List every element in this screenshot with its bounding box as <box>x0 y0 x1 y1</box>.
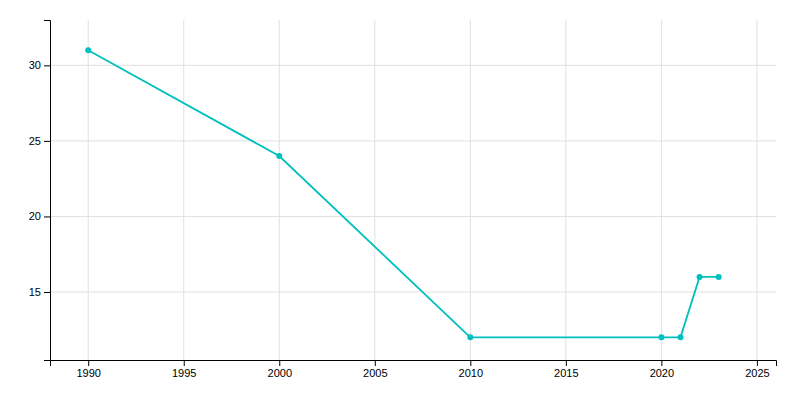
tick-label: 2000 <box>268 367 292 379</box>
tick-mark <box>44 292 50 293</box>
tick-label: 20 <box>29 210 41 222</box>
grid-line <box>374 20 375 360</box>
grid-line <box>183 20 184 360</box>
tick-label: 2010 <box>459 367 483 379</box>
tick-mark <box>470 360 471 366</box>
tick-mark <box>279 360 280 366</box>
tick: 20 <box>29 210 50 222</box>
tick: 30 <box>29 59 50 71</box>
tick-label: 1990 <box>76 367 100 379</box>
plot: 1990199520002005201020152020202515202530 <box>29 20 777 379</box>
tick: 2025 <box>745 360 769 379</box>
tick-mark <box>44 216 50 217</box>
point <box>716 274 722 280</box>
tick-label: 2005 <box>363 367 387 379</box>
tick-label: 2020 <box>650 367 674 379</box>
tick: 2010 <box>459 360 483 379</box>
tick-label: 25 <box>29 135 41 147</box>
tick-mark <box>184 360 185 366</box>
grid-line <box>50 140 776 141</box>
axis-line <box>44 21 51 361</box>
point <box>276 153 282 159</box>
point <box>658 334 664 340</box>
grid-line <box>50 292 776 293</box>
point <box>677 334 683 340</box>
axis-line <box>51 361 777 367</box>
tick-mark <box>566 360 567 366</box>
tick-mark <box>44 141 50 142</box>
tick: 2015 <box>554 360 578 379</box>
tick: 1990 <box>76 360 100 379</box>
tick-mark <box>88 360 89 366</box>
y-axis: 15 20 25 30 <box>29 21 51 361</box>
tick-mark <box>375 360 376 366</box>
grid-line <box>279 20 280 360</box>
grid-line <box>50 216 776 217</box>
tick: 2000 <box>268 360 292 379</box>
tick-label: 30 <box>29 59 41 71</box>
x-axis: 1990 1995 2000 2005 2010 2015 2020 2025 <box>51 360 777 379</box>
tick-mark <box>757 360 758 366</box>
series <box>85 47 721 340</box>
tick-mark <box>661 360 662 366</box>
chart: 1990199520002005201020152020202515202530 <box>0 0 800 400</box>
grid-line <box>50 65 776 66</box>
grid-line <box>88 20 89 360</box>
point <box>697 274 703 280</box>
tick-label: 15 <box>29 286 41 298</box>
tick: 2005 <box>363 360 387 379</box>
tick-label: 2015 <box>554 367 578 379</box>
tick: 2020 <box>650 360 674 379</box>
grid-line <box>565 20 566 360</box>
line <box>88 50 718 337</box>
tick: 15 <box>29 286 50 298</box>
grid <box>50 20 776 360</box>
grid-line <box>756 20 757 360</box>
tick: 1995 <box>172 360 196 379</box>
tick-label: 1995 <box>172 367 196 379</box>
point <box>85 47 91 53</box>
tick: 25 <box>29 135 50 147</box>
grid-line <box>661 20 662 360</box>
tick-label: 2025 <box>745 367 769 379</box>
tick-mark <box>44 65 50 66</box>
point <box>467 334 473 340</box>
grid-line <box>470 20 471 360</box>
